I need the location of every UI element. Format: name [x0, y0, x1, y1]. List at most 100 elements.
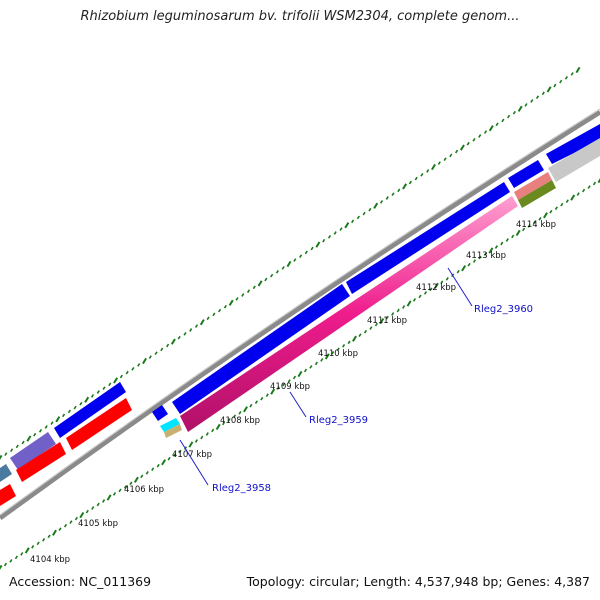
ring-tick	[418, 294, 422, 299]
ring-tick	[260, 396, 264, 401]
ring-tick	[449, 153, 453, 158]
ring-tick	[79, 511, 85, 519]
ring-tick	[188, 441, 194, 448]
gene-forward-5[interactable]	[508, 160, 544, 188]
ring-tick	[96, 390, 100, 394]
ring-tick	[292, 375, 297, 380]
ring-tick	[310, 246, 314, 251]
ring-tick	[402, 183, 408, 190]
ring-tick	[406, 300, 412, 307]
ring-tick	[488, 125, 494, 132]
accession-text: Accession: NC_011369	[9, 574, 152, 589]
ring-tick	[524, 103, 528, 107]
gene-tan-1[interactable]	[164, 424, 182, 438]
ring-tick	[166, 343, 170, 348]
gene-forward-4[interactable]	[346, 182, 510, 294]
gene-label[interactable]: Rleg2_3959	[309, 415, 368, 426]
ring-tick	[113, 377, 119, 384]
tick-label: 4109 kbp	[270, 382, 310, 392]
gene-forward-2[interactable]	[152, 405, 168, 421]
gene-steel-1[interactable]	[0, 464, 12, 482]
gene-label[interactable]: Rleg2_3960	[474, 304, 533, 315]
ring-tick	[42, 537, 46, 542]
ring-tick	[535, 95, 540, 100]
gene-cyan-1[interactable]	[160, 418, 180, 432]
ring-tick	[38, 428, 43, 433]
gene-pink-1[interactable]	[180, 196, 518, 432]
ring-tick	[228, 299, 234, 306]
ring-tick	[108, 382, 112, 387]
ring-tick	[62, 413, 66, 418]
ring-tick	[391, 312, 395, 316]
ring-tick	[131, 366, 135, 371]
ring-tick	[554, 206, 558, 211]
ring-tick	[564, 75, 568, 80]
ring-tick	[363, 329, 368, 334]
ring-tick	[358, 333, 362, 338]
ring-tick	[379, 200, 384, 204]
ring-tick	[368, 207, 372, 212]
ring-tick	[391, 192, 395, 197]
ring-tick	[420, 172, 424, 177]
gene-label[interactable]: Rleg2_3958	[212, 483, 271, 494]
gene-forward-3[interactable]	[172, 284, 350, 414]
ring-tick	[512, 110, 516, 115]
ring-tick	[275, 269, 279, 274]
ring-tick	[402, 305, 406, 309]
ring-tick	[125, 370, 129, 375]
ring-tick	[515, 229, 521, 237]
ring-tick	[257, 280, 263, 287]
ring-tick	[10, 448, 14, 453]
ring-tick	[433, 282, 439, 289]
ring-tick	[538, 216, 542, 221]
leader-line	[289, 391, 307, 418]
ring-tick	[9, 559, 13, 563]
ring-tick	[527, 224, 531, 228]
leader-line	[447, 267, 473, 307]
gene-gray-1[interactable]	[548, 138, 600, 182]
tick-label: 4107 kbp	[172, 450, 212, 460]
ring-tick	[156, 463, 160, 468]
gene-forward-6[interactable]	[546, 124, 600, 164]
ring-tick	[270, 273, 274, 278]
ring-tick	[336, 347, 340, 352]
ring-tick	[541, 91, 545, 96]
ring-tick	[161, 459, 167, 466]
ring-tick	[331, 350, 335, 355]
ring-tick	[587, 185, 591, 189]
ring-tick	[565, 199, 569, 204]
ring-tick	[232, 414, 237, 419]
ring-tick	[374, 322, 378, 327]
ring-tick	[133, 476, 139, 483]
map-title: Rhizobium leguminosarum bv. trifolii WSM…	[80, 9, 520, 24]
gene-olive-1[interactable]	[518, 180, 556, 208]
ring-tick	[408, 180, 412, 185]
ring-tick	[397, 188, 401, 193]
ring-tick	[362, 211, 366, 216]
ring-tick	[183, 331, 187, 336]
gene-reverse-2[interactable]	[16, 442, 66, 482]
gene-forward-1[interactable]	[54, 382, 126, 438]
ring-tick	[339, 227, 343, 231]
ring-tick	[543, 212, 548, 219]
ring-tick	[112, 492, 117, 496]
ring-tick	[142, 357, 147, 365]
ring-tick	[466, 141, 470, 146]
ring-tick	[212, 312, 216, 317]
ring-tick	[238, 410, 242, 415]
ring-tick	[379, 317, 385, 325]
gene-violet-1[interactable]	[10, 432, 56, 470]
gene-reverse-3[interactable]	[0, 484, 16, 506]
ring-tick	[505, 238, 509, 242]
ring-tick	[501, 118, 505, 123]
gene-reverse-1[interactable]	[66, 398, 132, 450]
ring-tick	[199, 319, 205, 326]
ring-tick	[488, 247, 494, 254]
ring-tick	[69, 520, 73, 524]
gene-salmon-1[interactable]	[514, 172, 552, 200]
ring-tick	[494, 245, 498, 249]
ring-tick	[14, 555, 18, 560]
ring-tick	[15, 444, 19, 449]
ring-tick	[303, 368, 308, 373]
